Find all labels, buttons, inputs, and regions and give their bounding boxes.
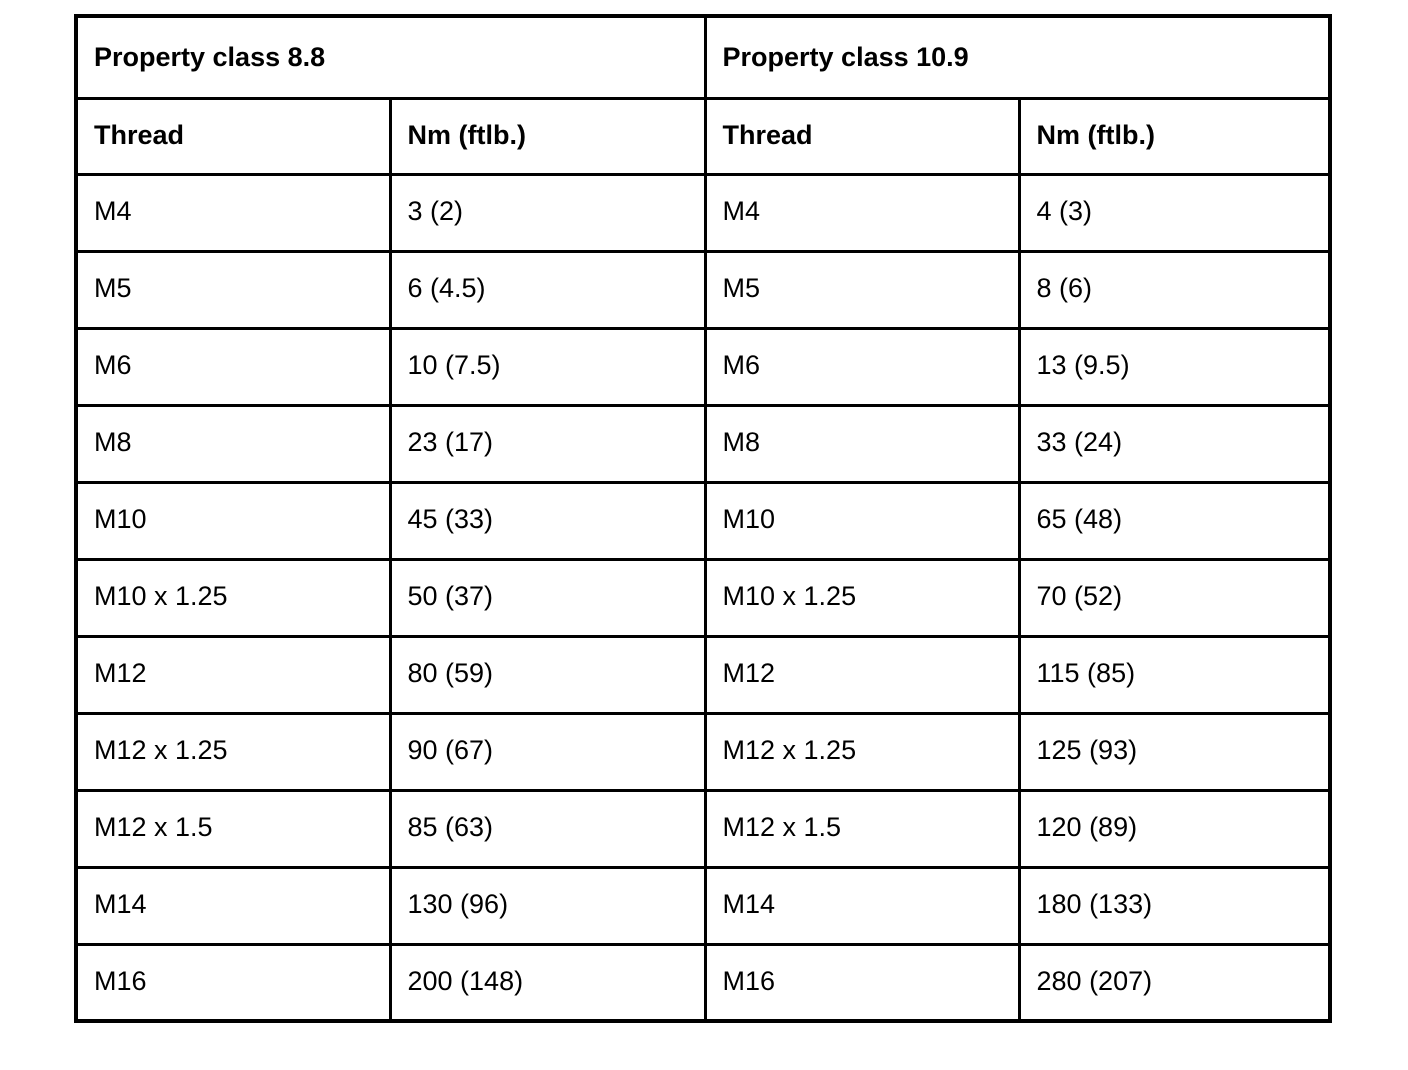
thread-cell-88: M12 x 1.5 [74, 788, 392, 869]
column-header-nm-88: Nm (ftlb.) [388, 96, 707, 176]
torque-cell-88: 3 (2) [388, 172, 707, 253]
thread-cell-109: M4 [703, 172, 1021, 253]
torque-cell-88: 80 (59) [388, 634, 707, 715]
thread-cell-109: M16 [703, 942, 1021, 1023]
torque-cell-88: 130 (96) [388, 865, 707, 946]
column-header-thread-109: Thread [703, 96, 1021, 176]
table-row: M10 45 (33) M10 65 (48) [74, 480, 1332, 561]
thread-cell-88: M14 [74, 865, 392, 946]
table-row: M10 x 1.25 50 (37) M10 x 1.25 70 (52) [74, 557, 1332, 638]
column-header-thread-88: Thread [74, 96, 392, 176]
table-row: M4 3 (2) M4 4 (3) [74, 172, 1332, 253]
thread-cell-109: M12 [703, 634, 1021, 715]
thread-cell-109: M10 x 1.25 [703, 557, 1021, 638]
table-row: M12 x 1.5 85 (63) M12 x 1.5 120 (89) [74, 788, 1332, 869]
table-row: M12 80 (59) M12 115 (85) [74, 634, 1332, 715]
thread-cell-109: M12 x 1.25 [703, 711, 1021, 792]
thread-cell-88: M8 [74, 403, 392, 484]
thread-cell-88: M5 [74, 249, 392, 330]
thread-cell-109: M5 [703, 249, 1021, 330]
table-row: M5 6 (4.5) M5 8 (6) [74, 249, 1332, 330]
thread-cell-88: M12 x 1.25 [74, 711, 392, 792]
torque-cell-109: 280 (207) [1017, 942, 1332, 1023]
torque-cell-88: 10 (7.5) [388, 326, 707, 407]
torque-cell-109: 120 (89) [1017, 788, 1332, 869]
torque-cell-109: 13 (9.5) [1017, 326, 1332, 407]
torque-cell-109: 8 (6) [1017, 249, 1332, 330]
torque-cell-88: 90 (67) [388, 711, 707, 792]
thread-cell-109: M12 x 1.5 [703, 788, 1021, 869]
table-row: M12 x 1.25 90 (67) M12 x 1.25 125 (93) [74, 711, 1332, 792]
torque-cell-88: 50 (37) [388, 557, 707, 638]
torque-spec-table: Property class 8.8 Property class 10.9 T… [74, 14, 1333, 1023]
thread-cell-88: M4 [74, 172, 392, 253]
thread-cell-109: M6 [703, 326, 1021, 407]
torque-cell-88: 23 (17) [388, 403, 707, 484]
thread-cell-88: M10 x 1.25 [74, 557, 392, 638]
thread-cell-88: M6 [74, 326, 392, 407]
table-row: M14 130 (96) M14 180 (133) [74, 865, 1332, 946]
table-row: M6 10 (7.5) M6 13 (9.5) [74, 326, 1332, 407]
section-title-property-class-109: Property class 10.9 [703, 14, 1332, 100]
torque-cell-88: 6 (4.5) [388, 249, 707, 330]
thread-cell-88: M10 [74, 480, 392, 561]
torque-cell-109: 65 (48) [1017, 480, 1332, 561]
section-title-property-class-88: Property class 8.8 [74, 14, 707, 100]
thread-cell-88: M16 [74, 942, 392, 1023]
section-header-row: Property class 8.8 Property class 10.9 [74, 14, 1332, 100]
column-header-row: Thread Nm (ftlb.) Thread Nm (ftlb.) [74, 96, 1332, 176]
torque-cell-109: 33 (24) [1017, 403, 1332, 484]
table-row: M16 200 (148) M16 280 (207) [74, 942, 1332, 1023]
torque-cell-88: 200 (148) [388, 942, 707, 1023]
torque-cell-88: 85 (63) [388, 788, 707, 869]
torque-cell-109: 115 (85) [1017, 634, 1332, 715]
table-body: M4 3 (2) M4 4 (3) M5 6 (4.5) M5 8 (6) M6 10 (7.5)… [74, 172, 1332, 1023]
thread-cell-109: M8 [703, 403, 1021, 484]
thread-cell-109: M10 [703, 480, 1021, 561]
torque-cell-109: 125 (93) [1017, 711, 1332, 792]
torque-cell-109: 4 (3) [1017, 172, 1332, 253]
torque-cell-109: 70 (52) [1017, 557, 1332, 638]
table-row: M8 23 (17) M8 33 (24) [74, 403, 1332, 484]
torque-cell-88: 45 (33) [388, 480, 707, 561]
torque-cell-109: 180 (133) [1017, 865, 1332, 946]
column-header-nm-109: Nm (ftlb.) [1017, 96, 1332, 176]
thread-cell-109: M14 [703, 865, 1021, 946]
thread-cell-88: M12 [74, 634, 392, 715]
